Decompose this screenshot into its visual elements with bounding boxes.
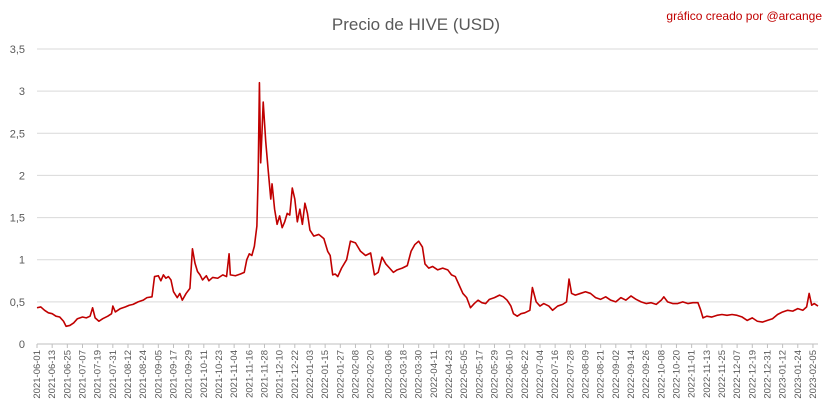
- x-tick-label: 2023-01-24: [793, 350, 804, 399]
- x-tick-label: 2022-05-05: [459, 350, 470, 399]
- x-tick-label: 2022-01-27: [335, 350, 346, 399]
- x-tick-label: 2022-09-02: [611, 350, 622, 399]
- y-tick-label: 3: [19, 86, 25, 98]
- x-tick-label: 2022-07-28: [565, 350, 576, 399]
- x-tick-label: 2021-06-25: [62, 350, 73, 399]
- x-tick-label: 2022-01-03: [305, 350, 316, 399]
- price-series-line: [36, 81, 819, 328]
- gridlines: [37, 48, 818, 345]
- x-tick-label: 2022-07-16: [550, 350, 561, 399]
- x-tick-label: 2022-08-09: [580, 350, 591, 399]
- x-tick-label: 2021-07-31: [108, 350, 119, 399]
- x-tick-label: 2021-10-23: [214, 350, 225, 399]
- y-tick-label: 1,5: [10, 213, 25, 225]
- x-tick-label: 2021-08-24: [138, 350, 149, 399]
- x-tick-label: 2022-09-14: [626, 350, 637, 399]
- x-tick-label: 2022-11-25: [717, 350, 728, 398]
- x-tick-label: 2022-03-30: [414, 350, 425, 399]
- chart-title: Precio de HIVE (USD): [332, 15, 500, 34]
- x-tick-label: 2022-02-20: [366, 350, 377, 399]
- x-tick-label: 2023-01-12: [778, 350, 789, 399]
- x-tick-label: 2022-12-31: [762, 350, 773, 399]
- x-tick-label: 2021-09-05: [153, 350, 164, 399]
- x-tick-label: 2021-11-28: [259, 350, 270, 398]
- x-tick-label: 2022-03-06: [383, 350, 394, 399]
- x-tick-label: 2021-11-04: [229, 350, 240, 398]
- y-tick-label: 0,5: [10, 297, 25, 309]
- x-tick-label: 2021-12-10: [275, 350, 286, 399]
- x-tick-label: 2023-02-05: [808, 350, 819, 399]
- x-tick-label: 2022-12-07: [732, 350, 743, 399]
- x-tick-label: 2022-07-04: [535, 350, 546, 399]
- x-tick-label: 2022-11-01: [687, 350, 698, 398]
- x-axis-ticks: 2021-06-01 2021-06-13 2021-06-25 2021-07-07…: [32, 344, 819, 399]
- x-tick-label: 2022-05-29: [489, 350, 500, 399]
- x-tick-label: 2021-08-12: [123, 350, 134, 399]
- y-tick-label: 3,5: [10, 44, 25, 56]
- x-tick-label: 2022-11-13: [702, 350, 713, 398]
- x-tick-label: 2022-08-21: [596, 350, 607, 399]
- y-tick-label: 1: [19, 255, 25, 267]
- x-tick-label: 2021-09-17: [168, 350, 179, 399]
- y-tick-label: 2: [19, 170, 25, 182]
- x-tick-label: 2021-10-11: [199, 350, 210, 398]
- x-tick-label: 2021-06-13: [47, 350, 58, 399]
- series-layer: [36, 81, 819, 328]
- x-tick-label: 2022-01-15: [320, 350, 331, 399]
- x-tick-label: 2022-06-10: [505, 350, 516, 399]
- y-axis-ticks: 0 0,5 1 1,5 2 2,5 3 3,5: [10, 44, 25, 351]
- y-tick-label: 2,5: [10, 128, 25, 140]
- x-tick-label: 2022-09-26: [641, 350, 652, 399]
- x-tick-label: 2022-05-17: [474, 350, 485, 399]
- x-tick-label: 2021-09-29: [184, 350, 195, 399]
- x-tick-label: 2021-11-16: [244, 350, 255, 398]
- x-tick-label: 2022-04-11: [429, 350, 440, 398]
- x-tick-label: 2021-07-19: [93, 350, 104, 399]
- x-tick-label: 2022-03-18: [398, 350, 409, 399]
- x-tick-label: 2022-12-19: [747, 350, 758, 399]
- x-tick-label: 2021-07-07: [77, 350, 88, 399]
- x-tick-label: 2022-04-23: [444, 350, 455, 399]
- x-tick-label: 2022-02-08: [350, 350, 361, 399]
- x-tick-label: 2021-06-01: [32, 350, 43, 399]
- x-tick-label: 2022-06-22: [520, 350, 531, 399]
- x-tick-label: 2022-10-08: [656, 350, 667, 399]
- y-tick-label: 0: [19, 339, 25, 351]
- x-tick-label: 2021-12-22: [290, 350, 301, 399]
- x-tick-label: 2022-10-20: [671, 350, 682, 399]
- chart-credit: gráfico creado por @arcange: [666, 9, 822, 23]
